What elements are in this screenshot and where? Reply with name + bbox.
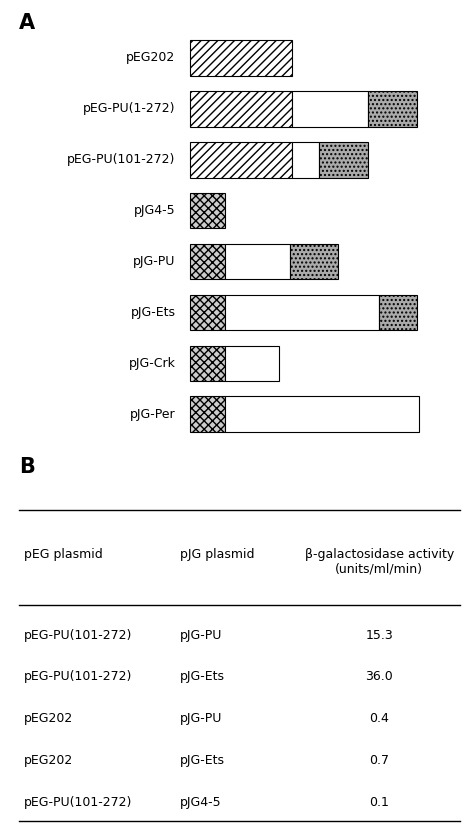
- Text: pEG plasmid: pEG plasmid: [24, 548, 102, 561]
- Text: 0.7: 0.7: [369, 754, 389, 767]
- Text: pEG202: pEG202: [24, 712, 73, 725]
- Bar: [190, 40, 292, 76]
- Text: pEG-PU(101-272): pEG-PU(101-272): [24, 671, 132, 683]
- Text: B: B: [19, 457, 35, 477]
- Bar: [190, 142, 292, 177]
- Text: pJG-Ets: pJG-Ets: [180, 671, 225, 683]
- Text: pEG-PU(101-272): pEG-PU(101-272): [24, 796, 132, 808]
- Text: pJG-PU: pJG-PU: [180, 629, 222, 642]
- Text: pJG-Ets: pJG-Ets: [130, 306, 175, 319]
- Bar: [225, 295, 379, 330]
- Bar: [190, 397, 225, 432]
- Bar: [225, 346, 279, 381]
- Text: pJG-Crk: pJG-Crk: [128, 357, 175, 370]
- Text: 0.1: 0.1: [369, 796, 389, 808]
- Text: 0.4: 0.4: [369, 712, 389, 725]
- Text: 36.0: 36.0: [365, 671, 393, 683]
- Text: pJG-PU: pJG-PU: [133, 255, 175, 268]
- Text: pJG-Per: pJG-Per: [130, 408, 175, 421]
- Text: pEG-PU(1-272): pEG-PU(1-272): [83, 102, 175, 116]
- Bar: [225, 243, 290, 280]
- Text: pJG-Ets: pJG-Ets: [180, 754, 225, 767]
- Bar: [368, 91, 417, 127]
- Text: pJG plasmid: pJG plasmid: [180, 548, 255, 561]
- Bar: [190, 346, 225, 381]
- Bar: [319, 142, 368, 177]
- Bar: [190, 243, 225, 280]
- Text: pEG-PU(101-272): pEG-PU(101-272): [24, 629, 132, 642]
- Bar: [225, 397, 419, 432]
- Text: pEG202: pEG202: [24, 754, 73, 767]
- Text: pEG-PU(101-272): pEG-PU(101-272): [67, 153, 175, 167]
- Bar: [190, 193, 225, 229]
- Bar: [190, 295, 225, 330]
- Text: pEG202: pEG202: [126, 51, 175, 64]
- Text: pJG4-5: pJG4-5: [134, 204, 175, 217]
- Bar: [190, 91, 292, 127]
- Text: 15.3: 15.3: [365, 629, 393, 642]
- Bar: [379, 295, 417, 330]
- Text: A: A: [19, 13, 35, 33]
- Text: pJG4-5: pJG4-5: [180, 796, 222, 808]
- Text: pJG-PU: pJG-PU: [180, 712, 222, 725]
- Bar: [292, 142, 319, 177]
- Text: β-galactosidase activity
(units/ml/min): β-galactosidase activity (units/ml/min): [305, 548, 454, 576]
- Bar: [292, 91, 368, 127]
- Bar: [290, 243, 338, 280]
